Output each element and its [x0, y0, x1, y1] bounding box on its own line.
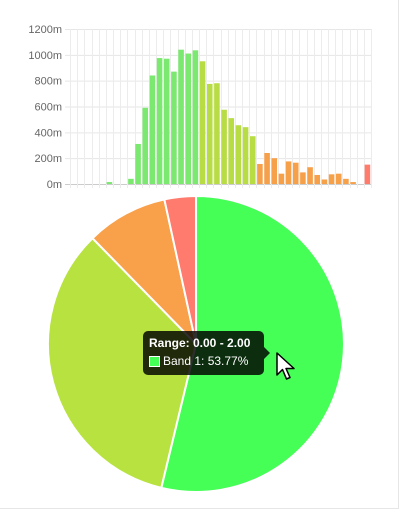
pie-slice[interactable]: [91, 198, 198, 348]
histogram-bar[interactable]: [242, 127, 249, 184]
histogram-bar[interactable]: [300, 172, 306, 185]
histogram-bar[interactable]: [228, 118, 235, 185]
histogram-bar[interactable]: [185, 53, 192, 184]
histogram-bar[interactable]: [335, 173, 342, 184]
tooltip-caret: [264, 347, 270, 359]
pie-slice[interactable]: [47, 236, 198, 490]
histogram-bar[interactable]: [171, 71, 177, 185]
histogram-bar[interactable]: [106, 182, 113, 184]
histogram-bar[interactable]: [328, 174, 335, 184]
y-tick-label: 800m: [34, 76, 62, 88]
histogram-bar[interactable]: [214, 83, 220, 184]
histogram-bar[interactable]: [264, 153, 270, 184]
y-tick-label: 200m: [34, 153, 62, 165]
y-tick-label: 0m: [47, 179, 62, 191]
histogram-bar[interactable]: [235, 125, 242, 184]
histogram-bar[interactable]: [163, 58, 170, 184]
mouse-cursor-icon: [276, 352, 295, 380]
histogram-bar[interactable]: [149, 75, 156, 185]
histogram-bar[interactable]: [364, 164, 371, 185]
histogram-bar[interactable]: [135, 143, 141, 184]
tooltip-title: Range: 0.00 - 2.00: [149, 336, 251, 350]
y-tick-label: 1200m: [28, 24, 62, 36]
histogram-bar[interactable]: [199, 61, 206, 184]
histogram-bar[interactable]: [285, 161, 292, 184]
histogram-bar[interactable]: [178, 49, 184, 184]
histogram-bar[interactable]: [314, 174, 321, 184]
histogram-bar[interactable]: [128, 178, 134, 184]
pie-slice[interactable]: [163, 194, 197, 345]
histogram-bar[interactable]: [221, 109, 227, 184]
histogram-bar[interactable]: [292, 162, 299, 184]
histogram-bar[interactable]: [343, 178, 349, 184]
histogram-bar[interactable]: [156, 58, 163, 185]
y-tick-label: 400m: [34, 127, 62, 139]
histogram-bar[interactable]: [142, 107, 149, 184]
histogram-bar[interactable]: [192, 50, 199, 185]
histogram-chart: 0m 200m 400m 600m 800m 1000m 1200m: [28, 24, 372, 191]
histogram-bar[interactable]: [271, 158, 278, 184]
tooltip-label: Band 1: 53.77%: [163, 354, 249, 368]
histogram-bar[interactable]: [206, 83, 213, 184]
histogram-bar[interactable]: [307, 167, 313, 184]
histogram-bars: [106, 49, 371, 185]
tooltip: Range: 0.00 - 2.00 Band 1: 53.77%: [143, 331, 264, 375]
y-tick-label: 600m: [34, 102, 62, 114]
tooltip-swatch: [149, 355, 160, 367]
y-tick-label: 1000m: [28, 50, 62, 62]
histogram-bar[interactable]: [257, 163, 263, 184]
tooltip-row: Band 1: 53.77%: [149, 354, 258, 368]
histogram-bar[interactable]: [249, 136, 256, 184]
histogram-bar[interactable]: [278, 173, 285, 184]
histogram-bar[interactable]: [350, 182, 356, 184]
histogram-bar[interactable]: [321, 179, 328, 184]
